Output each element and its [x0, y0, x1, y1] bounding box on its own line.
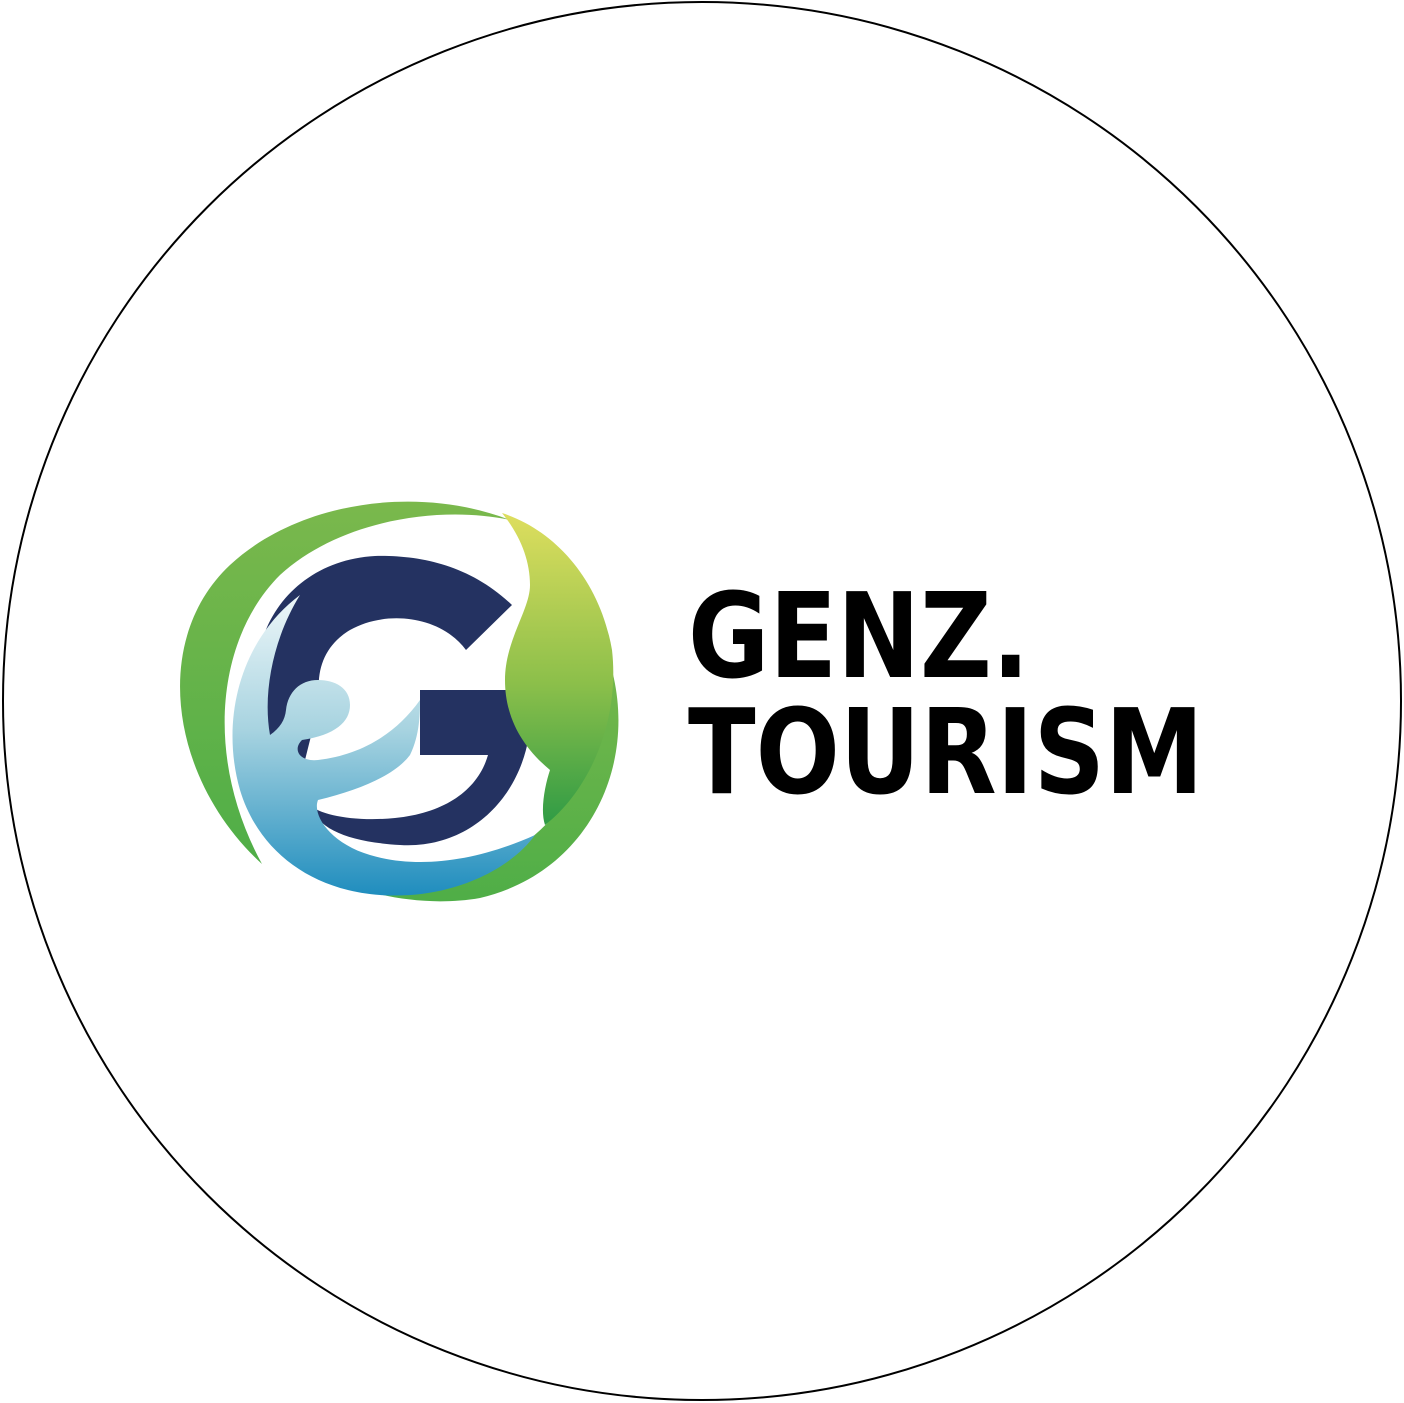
brand-line-1: GENZ.: [688, 567, 1030, 705]
green-ring-bottom: [370, 632, 619, 902]
leaf-shape: [502, 513, 614, 825]
human-figure: [232, 595, 535, 896]
green-ring-swoosh: [180, 501, 511, 864]
brand-line-2: TOURISM: [688, 683, 1204, 821]
g-letter: [257, 555, 532, 846]
brand-wordmark: GENZ. TOURISM: [688, 567, 1204, 821]
g-person-leaf-logo-icon: [180, 501, 619, 902]
